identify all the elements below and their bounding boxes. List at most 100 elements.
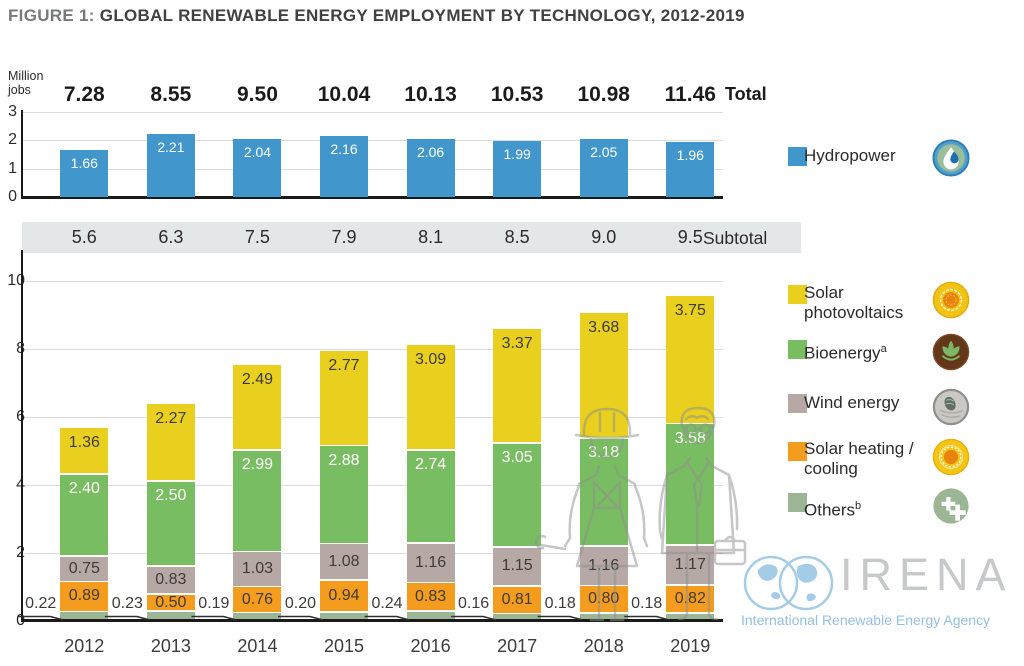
segment-separator bbox=[406, 542, 455, 544]
figure-title: FIGURE 1: GLOBAL RENEWABLE ENERGY EMPLOY… bbox=[8, 6, 745, 26]
bio-value-label: 2.40 bbox=[68, 480, 100, 498]
legend-label-others: Othersb bbox=[804, 500, 862, 520]
others-value-label: 0.16 bbox=[458, 595, 490, 612]
bio-segment bbox=[493, 443, 542, 547]
y-tick-label: 6 bbox=[0, 408, 25, 426]
irena-tagline: International Renewable Energy Agency bbox=[741, 612, 991, 628]
gridline bbox=[21, 349, 723, 350]
segment-separator bbox=[233, 611, 282, 614]
bio-value-label: 2.50 bbox=[155, 486, 187, 504]
irena-logo-text: IRENA bbox=[840, 549, 1013, 600]
legend-swatch-wind bbox=[788, 394, 807, 413]
hydropower-value-label: 1.66 bbox=[70, 155, 98, 172]
total-value: 11.46 bbox=[664, 83, 716, 106]
total-value: 10.98 bbox=[577, 83, 630, 106]
hydropower-value-label: 1.96 bbox=[676, 146, 704, 163]
hydropower-value-label: 2.04 bbox=[243, 144, 272, 161]
totals-row-label: Total bbox=[725, 84, 767, 104]
legend-swatch-hydropower bbox=[788, 147, 807, 166]
wind-value-label: 1.15 bbox=[501, 557, 533, 575]
hydropower-value-label: 2.06 bbox=[416, 143, 445, 160]
y-axis-line bbox=[21, 110, 23, 197]
segment-separator bbox=[320, 444, 368, 447]
total-value: 8.55 bbox=[150, 83, 192, 106]
legend-label-solar-pv: Solar photovoltaics bbox=[804, 283, 904, 322]
gridline bbox=[21, 140, 723, 142]
wind-segment bbox=[406, 543, 455, 583]
segment-separator bbox=[406, 581, 455, 584]
bio-segment bbox=[60, 474, 109, 556]
pv-value-label: 3.68 bbox=[588, 319, 620, 336]
gridline bbox=[21, 168, 723, 170]
others-segment bbox=[320, 612, 368, 619]
hydropower-value-label: 2.16 bbox=[330, 140, 358, 157]
x-tick-label: 2019 bbox=[670, 636, 711, 656]
shc-segment bbox=[320, 580, 368, 613]
y-tick-label: 0 bbox=[8, 188, 17, 205]
segment-separator bbox=[579, 437, 628, 439]
bio-segment bbox=[233, 450, 282, 552]
total-value: 7.28 bbox=[63, 83, 105, 106]
gridline bbox=[21, 553, 723, 554]
segment-separator bbox=[320, 579, 368, 581]
y-tick-label: 1 bbox=[8, 159, 17, 177]
shc-value-label: 0.89 bbox=[68, 587, 100, 605]
others-value-label: 0.18 bbox=[544, 595, 576, 612]
others-segment bbox=[233, 612, 282, 619]
segment-separator bbox=[320, 542, 368, 545]
others-segment bbox=[60, 611, 109, 619]
segment-separator bbox=[233, 585, 282, 588]
pv-segment bbox=[60, 427, 109, 475]
pv-segment bbox=[320, 351, 368, 446]
segment-separator bbox=[666, 584, 715, 586]
pv-value-label: 2.27 bbox=[155, 409, 187, 427]
segment-separator bbox=[493, 546, 542, 548]
segment-separator bbox=[579, 545, 628, 547]
segment-separator bbox=[406, 449, 455, 451]
others-value-label: 0.18 bbox=[631, 595, 663, 612]
figure-number: FIGURE 1: bbox=[8, 6, 95, 25]
shc-segment bbox=[493, 586, 542, 614]
segment-separator bbox=[406, 610, 455, 612]
hydropower-bar bbox=[406, 138, 455, 197]
y-tick-label: 2 bbox=[0, 544, 25, 562]
legend-swatch-others bbox=[788, 493, 807, 512]
legend-label-wind: Wind energy bbox=[804, 393, 900, 412]
segment-separator bbox=[60, 610, 109, 613]
subtotal-value: 9.5 bbox=[677, 227, 703, 247]
y-tick-label: 3 bbox=[8, 103, 17, 121]
segment-separator bbox=[579, 584, 628, 587]
x-tick-label: 2015 bbox=[323, 636, 365, 656]
segment-separator bbox=[233, 449, 282, 451]
pv-value-label: 3.09 bbox=[415, 350, 447, 368]
legend-swatch-solar-pv bbox=[788, 285, 807, 304]
total-value: 10.04 bbox=[317, 83, 371, 106]
shc-value-label: 0.82 bbox=[674, 589, 706, 607]
others-value-label: 0.23 bbox=[111, 595, 143, 612]
x-tick-label: 2014 bbox=[237, 636, 278, 656]
segment-separator bbox=[233, 550, 282, 553]
shc-segment bbox=[60, 581, 109, 612]
hydropower-bar bbox=[60, 150, 109, 197]
segment-separator bbox=[146, 610, 195, 612]
y-tick-label: 4 bbox=[0, 476, 25, 494]
water-drop-icon bbox=[932, 139, 970, 177]
segment-separator bbox=[320, 611, 368, 613]
solar-heat-icon bbox=[932, 438, 970, 476]
total-value: 10.53 bbox=[490, 83, 544, 106]
wind-value-label: 1.08 bbox=[328, 552, 360, 570]
hydropower-bar bbox=[579, 138, 628, 197]
bio-segment bbox=[406, 450, 455, 544]
others-segment bbox=[493, 613, 542, 619]
subtotal-value: 7.9 bbox=[331, 227, 357, 247]
wind-segment bbox=[493, 546, 542, 586]
bio-segment bbox=[146, 480, 195, 566]
hydropower-value-label: 2.21 bbox=[157, 139, 185, 156]
legend-swatch-solar-heating bbox=[788, 442, 807, 461]
wind-value-label: 1.16 bbox=[415, 553, 447, 571]
subtotal-row-label: Subtotal bbox=[703, 228, 768, 248]
shc-value-label: 0.83 bbox=[415, 587, 447, 605]
others-segment bbox=[146, 611, 195, 619]
x-tick-label: 2017 bbox=[497, 636, 538, 656]
